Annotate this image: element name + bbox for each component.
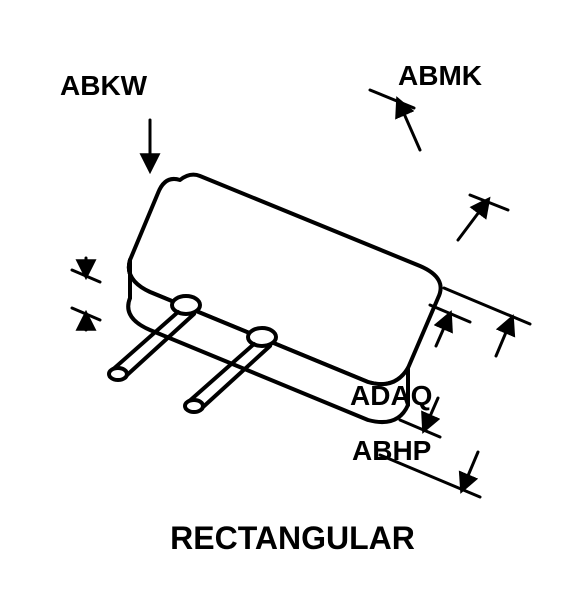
diagram-title: RECTANGULAR: [0, 520, 585, 557]
diagram-canvas: ABKW ABMK ADAQ ABHP RECTANGULAR: [0, 0, 585, 593]
label-abhp: ABHP: [352, 435, 431, 467]
label-abkw: ABKW: [60, 70, 147, 102]
label-abmk: ABMK: [398, 60, 482, 92]
label-adaq: ADAQ: [350, 380, 432, 412]
